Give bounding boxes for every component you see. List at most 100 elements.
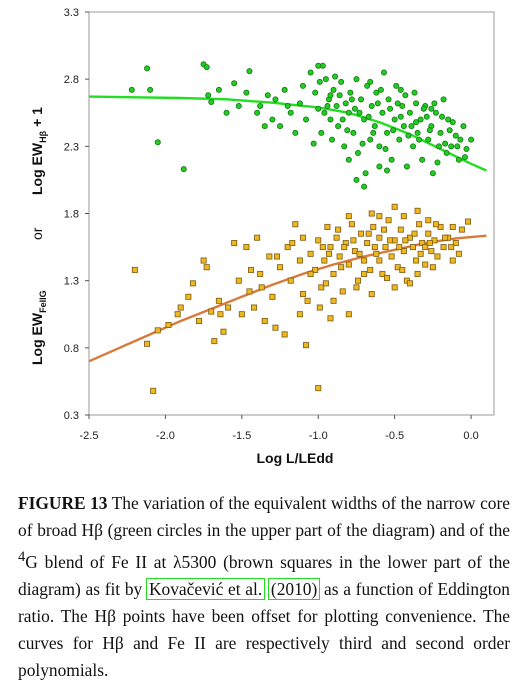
data-point-square (185, 293, 192, 300)
data-point-circle (463, 146, 470, 153)
data-point-circle (371, 123, 378, 130)
data-point-circle (303, 116, 310, 123)
data-point-square (354, 277, 361, 284)
data-point-circle (376, 163, 383, 170)
data-point-circle (316, 78, 323, 85)
data-point-circle (356, 109, 363, 116)
data-point-circle (446, 127, 453, 134)
y-label-top-sub: Hβ (38, 130, 48, 142)
data-point-circle (246, 68, 253, 75)
data-point-square (217, 311, 224, 318)
data-point-circle (364, 82, 371, 89)
svg-text:Log EWHβ+ 1: Log EWHβ + 1 (29, 107, 48, 195)
data-point-circle (449, 119, 456, 126)
data-point-square (425, 230, 432, 237)
data-point-square (414, 270, 421, 277)
citation-author-link[interactable]: Kovačević et al. (145, 577, 266, 600)
data-point-circle (396, 136, 403, 143)
data-point-square (299, 291, 306, 298)
data-point-square (371, 244, 378, 251)
data-point-circle (423, 113, 430, 120)
y-label-or: or (29, 227, 45, 240)
data-point-circle (434, 159, 441, 166)
data-point-square (284, 244, 291, 251)
data-point-square (384, 274, 391, 281)
data-point-square (345, 261, 352, 268)
data-point-square (243, 244, 250, 251)
data-point-square (315, 385, 322, 392)
data-point-circle (354, 150, 361, 157)
data-point-square (413, 257, 420, 264)
y-label-bottom-sub: FeIIG (38, 290, 48, 313)
data-point-circle (361, 183, 368, 190)
data-point-square (316, 304, 323, 311)
data-point-circle (321, 109, 328, 116)
data-point-square (246, 288, 253, 295)
data-point-square (422, 261, 429, 268)
data-point-square (455, 250, 462, 257)
data-point-circle (391, 116, 398, 123)
data-point-circle (327, 116, 334, 123)
data-point-circle (443, 150, 450, 157)
data-point-square (452, 240, 459, 247)
data-point-circle (399, 103, 406, 110)
data-point-circle (411, 89, 418, 96)
data-point-square (361, 257, 368, 264)
data-point-circle (257, 103, 264, 110)
data-point-square (406, 280, 413, 287)
data-point-circle (376, 143, 383, 150)
data-point-circle (339, 116, 346, 123)
data-point-square (449, 223, 456, 230)
data-point-circle (370, 129, 377, 136)
data-point-square (299, 234, 306, 241)
data-point-circle (336, 92, 343, 99)
data-point-square (312, 266, 319, 273)
data-point-circle (461, 154, 468, 161)
data-point-circle (367, 78, 374, 85)
data-point-square (465, 218, 472, 225)
data-point-square (333, 234, 340, 241)
data-point-square (154, 327, 161, 334)
data-point-square (336, 253, 343, 260)
data-point-circle (353, 76, 360, 83)
data-point-circle (315, 105, 322, 112)
data-point-circle (428, 105, 435, 112)
data-point-circle (468, 136, 475, 143)
x-tick-label: -2.5 (80, 430, 99, 442)
data-point-square (330, 270, 337, 277)
y-label-bottom: Log EW (29, 312, 45, 365)
data-point-circle (442, 140, 449, 147)
data-point-circle (387, 105, 394, 112)
data-point-circle (332, 73, 339, 80)
data-point-square (364, 240, 371, 247)
data-point-circle (417, 116, 424, 123)
data-point-circle (402, 92, 409, 99)
data-point-square (281, 331, 288, 338)
data-point-square (200, 257, 207, 264)
data-point-circle (344, 127, 351, 134)
data-point-circle (335, 123, 342, 130)
data-point-circle (414, 129, 421, 136)
data-point-square (434, 253, 441, 260)
data-point-square (296, 257, 303, 264)
citation-year-link[interactable]: (2010) (267, 577, 321, 600)
data-point-circle (144, 65, 151, 72)
data-point-circle (445, 116, 452, 123)
data-point-square (365, 230, 372, 237)
x-tick-label: -2.0 (156, 430, 175, 442)
data-point-circle (400, 123, 407, 130)
data-point-square (348, 221, 355, 228)
data-point-square (417, 250, 424, 257)
y-axis-ticks: 0.3 0.8 1.3 1.8 2.3 2.8 3.3 (64, 7, 89, 422)
data-point-circle (377, 86, 384, 93)
data-point-circle (405, 132, 412, 139)
data-point-circle (454, 143, 461, 150)
data-point-square (399, 266, 406, 273)
data-point-circle (350, 129, 357, 136)
data-point-circle (384, 167, 391, 174)
plot-area (88, 11, 495, 416)
data-point-circle (307, 69, 314, 76)
data-point-square (387, 237, 394, 244)
data-point-square (353, 284, 360, 291)
data-point-circle (254, 109, 261, 116)
